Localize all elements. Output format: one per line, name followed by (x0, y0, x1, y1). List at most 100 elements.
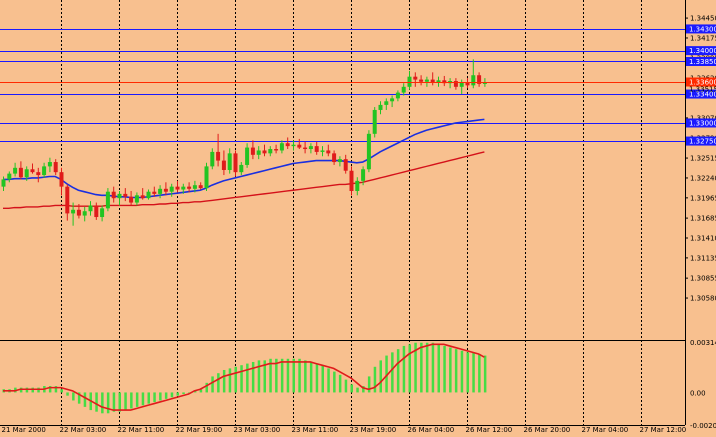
candle[interactable] (175, 180, 180, 193)
candle[interactable] (320, 146, 325, 157)
candle[interactable] (262, 144, 267, 157)
candle-body (343, 159, 348, 171)
candle[interactable] (372, 107, 377, 138)
candle[interactable] (395, 90, 400, 102)
candle[interactable] (436, 76, 441, 87)
candle[interactable] (285, 137, 290, 150)
candle[interactable] (453, 78, 458, 90)
candle[interactable] (30, 163, 35, 174)
candle[interactable] (47, 157, 52, 173)
candle[interactable] (42, 162, 47, 178)
candle[interactable] (181, 183, 186, 194)
candle[interactable] (65, 184, 70, 221)
candle[interactable] (256, 146, 261, 160)
candle[interactable] (291, 140, 296, 151)
candle-body (210, 151, 215, 167)
candle[interactable] (477, 72, 482, 87)
candle[interactable] (94, 202, 99, 220)
candle[interactable] (59, 167, 64, 196)
candle[interactable] (227, 148, 232, 174)
candle[interactable] (349, 166, 354, 196)
candle[interactable] (216, 133, 221, 167)
candle[interactable] (384, 98, 389, 110)
candle[interactable] (332, 150, 337, 165)
candle[interactable] (123, 188, 128, 202)
candle[interactable] (337, 156, 342, 167)
candle[interactable] (459, 79, 464, 95)
candle[interactable] (378, 101, 383, 115)
candle[interactable] (471, 59, 476, 89)
price-tick-label: 1.30855 (690, 275, 716, 283)
candle[interactable] (401, 83, 406, 96)
candle[interactable] (274, 144, 279, 154)
candle[interactable] (105, 188, 110, 212)
level-price-box (686, 46, 716, 56)
candle[interactable] (204, 162, 209, 191)
level-price-label: 1.33850 (689, 58, 716, 66)
candle[interactable] (413, 72, 418, 87)
candle[interactable] (163, 182, 168, 196)
candle-body (18, 167, 23, 178)
candle-body (53, 162, 58, 173)
candle[interactable] (192, 180, 197, 193)
candle[interactable] (343, 154, 348, 174)
price-tick-label: 1.31685 (690, 215, 716, 223)
candle[interactable] (53, 159, 58, 176)
candle[interactable] (18, 161, 23, 180)
candle[interactable] (36, 167, 41, 183)
candle[interactable] (100, 205, 105, 222)
candle[interactable] (355, 177, 360, 196)
candle[interactable] (152, 186, 157, 197)
candle-body (424, 79, 429, 82)
candle[interactable] (250, 140, 255, 160)
candle[interactable] (361, 166, 366, 186)
candle[interactable] (268, 146, 273, 157)
candle[interactable] (1, 176, 6, 191)
candle[interactable] (424, 76, 429, 87)
candle-body (227, 153, 232, 170)
candle[interactable] (279, 140, 284, 154)
candle[interactable] (303, 141, 308, 154)
candle[interactable] (198, 182, 203, 190)
macd-signal-line (3, 343, 485, 411)
candle[interactable] (158, 185, 163, 199)
candle[interactable] (407, 70, 412, 90)
candle[interactable] (430, 72, 435, 86)
macd-histogram-bar (234, 366, 237, 393)
candle[interactable] (13, 162, 18, 177)
candle[interactable] (239, 162, 244, 176)
candle[interactable] (111, 186, 116, 203)
macd-histogram-bar (373, 366, 377, 393)
candle[interactable] (465, 78, 470, 89)
candle[interactable] (233, 150, 238, 177)
candle-body (337, 159, 342, 163)
candle[interactable] (7, 171, 12, 183)
candle[interactable] (187, 182, 192, 193)
candle[interactable] (390, 95, 395, 108)
candle[interactable] (71, 202, 76, 226)
candle[interactable] (129, 190, 134, 206)
candle[interactable] (210, 148, 215, 170)
macd-histogram-bar (72, 392, 75, 401)
candle[interactable] (308, 143, 313, 154)
candle[interactable] (366, 130, 371, 173)
candle[interactable] (314, 141, 319, 155)
candle[interactable] (24, 166, 29, 181)
candle[interactable] (82, 206, 87, 222)
candle[interactable] (297, 138, 302, 150)
candle[interactable] (221, 150, 226, 176)
candle[interactable] (169, 183, 174, 197)
candle[interactable] (442, 75, 447, 87)
candle[interactable] (419, 75, 424, 86)
candle[interactable] (140, 188, 145, 200)
candle[interactable] (117, 190, 122, 206)
candle[interactable] (76, 204, 81, 219)
candle[interactable] (326, 144, 331, 157)
candle[interactable] (134, 192, 139, 206)
candle[interactable] (146, 189, 151, 200)
macd-histogram-bar (19, 387, 23, 393)
candle-body (7, 173, 12, 180)
candle[interactable] (88, 201, 93, 216)
candle[interactable] (245, 143, 250, 168)
